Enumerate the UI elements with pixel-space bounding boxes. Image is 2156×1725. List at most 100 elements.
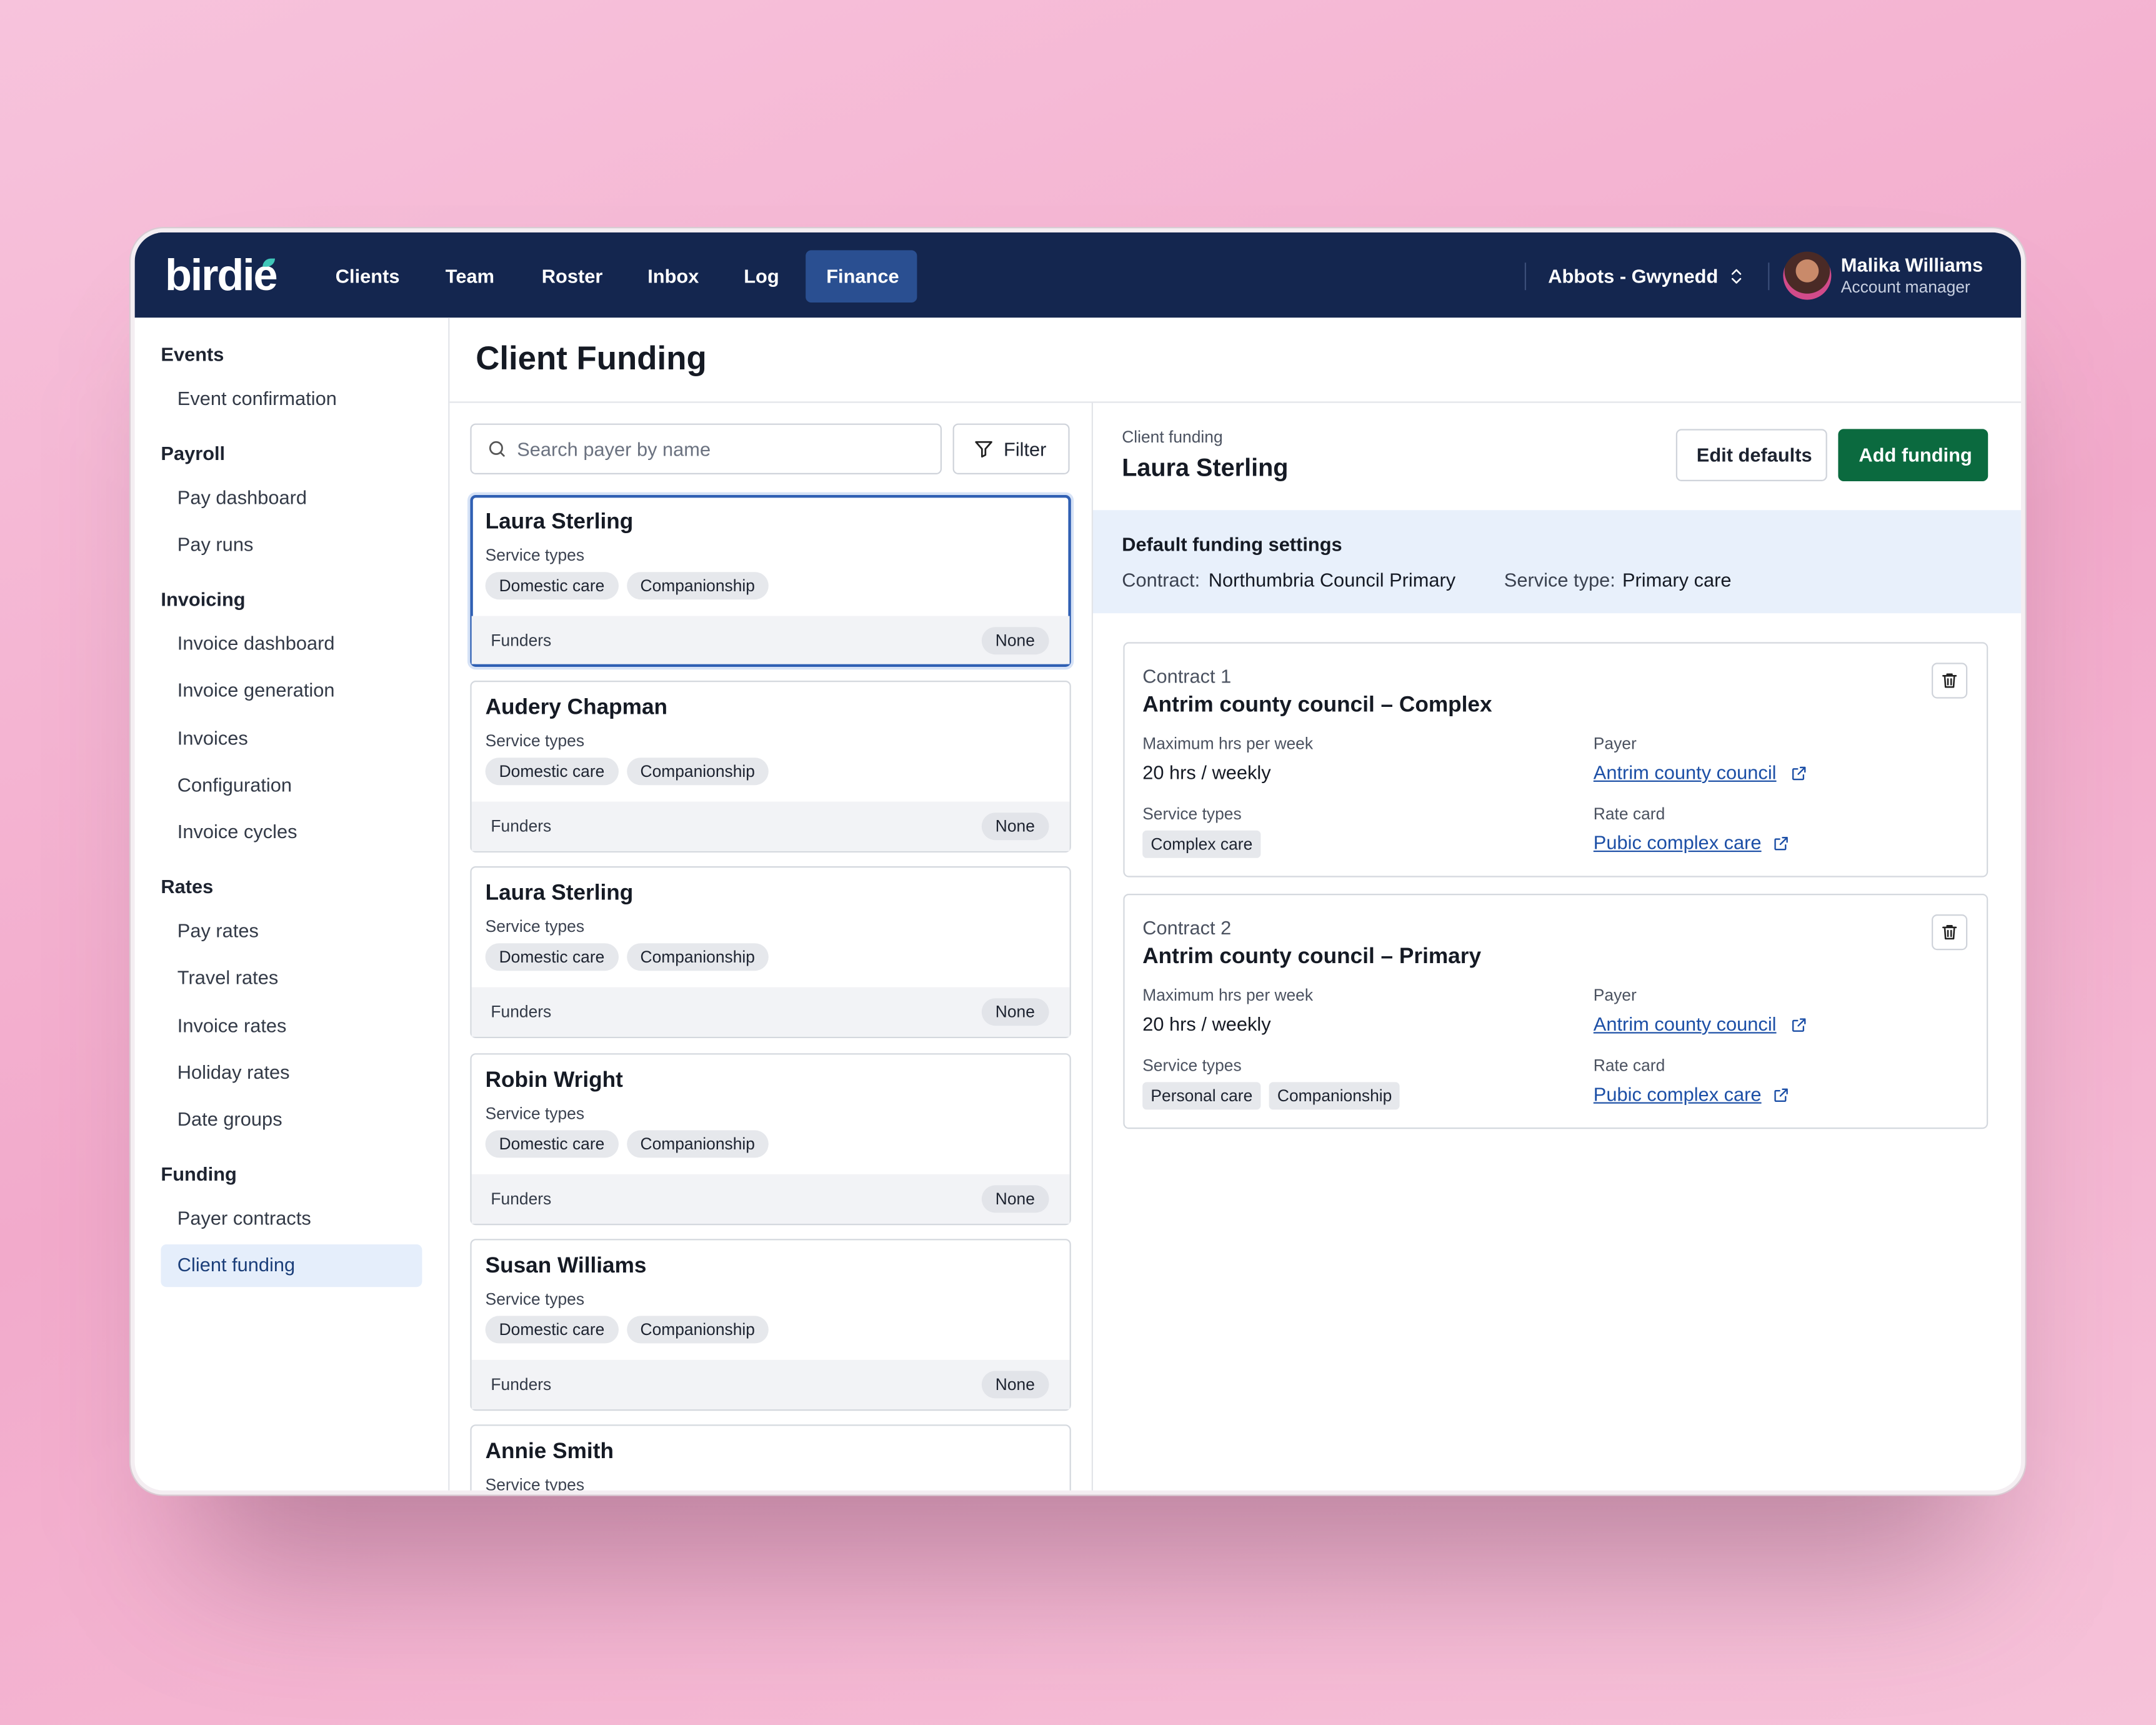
payer-link[interactable]: Antrim county council bbox=[1593, 1012, 1777, 1035]
external-link-icon bbox=[1790, 1016, 1808, 1034]
filter-label: Filter bbox=[1004, 438, 1047, 461]
nav-item[interactable]: Finance bbox=[826, 264, 899, 287]
tag-row: Domestic care Companionship bbox=[485, 758, 898, 786]
filter-icon bbox=[974, 439, 994, 459]
payer-card[interactable] bbox=[470, 1424, 1071, 1491]
card-label: Service types bbox=[485, 1289, 585, 1309]
sidebar-item[interactable]: Invoice generation bbox=[177, 679, 335, 701]
button-label: Add funding bbox=[1859, 443, 1972, 466]
defaults-band bbox=[1093, 510, 2022, 614]
tag: Companionship bbox=[626, 1315, 769, 1343]
rate-link[interactable]: Pubic complex care bbox=[1593, 1082, 1762, 1105]
sidebar-item[interactable]: Configuration bbox=[177, 773, 292, 796]
tag: Domestic care bbox=[485, 758, 619, 786]
location[interactable]: Abbots - Gwynedd bbox=[1548, 264, 1719, 287]
field-label: Maximum hrs per week bbox=[1142, 985, 1314, 1005]
tag-row: Complex care bbox=[1142, 830, 1555, 858]
tag: Companionship bbox=[626, 1129, 769, 1158]
card-name: Susan Williams bbox=[485, 1254, 647, 1278]
add-button[interactable] bbox=[1838, 429, 1989, 481]
funders-pill bbox=[981, 812, 1049, 841]
tag: Complex care bbox=[1142, 830, 1261, 858]
title-border bbox=[449, 401, 2022, 403]
page-title: Client Funding bbox=[476, 340, 707, 378]
sidebar-item[interactable]: Pay rates bbox=[177, 919, 259, 941]
sidebar-item[interactable]: Invoice rates bbox=[177, 1013, 287, 1036]
tag: Domestic care bbox=[485, 944, 619, 972]
card-name: Laura Sterling bbox=[485, 511, 634, 534]
search-icon bbox=[487, 439, 507, 459]
sidebar-item[interactable]: Date groups bbox=[177, 1108, 282, 1130]
logo[interactable]: birdie bbox=[165, 249, 278, 300]
tag-row: Domestic care Companionship bbox=[485, 944, 898, 972]
trash-icon bbox=[1940, 671, 1959, 691]
app-window: birdie Clients Team Roster Inbox Log Finance Ab… bbox=[131, 228, 2025, 1495]
card-name: Laura Sterling bbox=[485, 882, 634, 906]
payer-card[interactable] bbox=[470, 681, 1071, 853]
search[interactable] bbox=[470, 423, 942, 474]
payer-card[interactable] bbox=[470, 495, 1071, 667]
card-name: Robin Wright bbox=[485, 1068, 623, 1092]
sidebar-item[interactable]: Travel rates bbox=[177, 966, 279, 989]
sidebar-item[interactable]: Invoice dashboard bbox=[177, 631, 335, 654]
tag: Domestic care bbox=[485, 1315, 619, 1343]
nav-item[interactable]: Team bbox=[445, 264, 495, 287]
field-label: Payer bbox=[1593, 985, 1637, 1005]
sidebar-item[interactable]: Payer contracts bbox=[177, 1206, 311, 1229]
nav-item[interactable]: Log bbox=[744, 264, 779, 287]
card-footer bbox=[471, 802, 1070, 852]
defaults-service: Primary care bbox=[1622, 568, 1732, 591]
payer-card[interactable] bbox=[470, 866, 1071, 1039]
nav-item[interactable]: Roster bbox=[541, 264, 603, 287]
avatar bbox=[1783, 251, 1832, 300]
card-name: Annie Smith bbox=[485, 1440, 614, 1464]
payer-card[interactable] bbox=[470, 1052, 1071, 1225]
card-footer bbox=[471, 616, 1070, 664]
sidebar-item[interactable]: Pay runs bbox=[177, 532, 254, 556]
payer-card[interactable] bbox=[470, 1238, 1071, 1411]
field-label: Rate card bbox=[1593, 804, 1665, 824]
user-name: Malika Williams bbox=[1840, 254, 1984, 276]
card-footer bbox=[471, 1173, 1070, 1224]
edit-button[interactable] bbox=[1675, 429, 1827, 481]
rate-link[interactable]: Pubic complex care bbox=[1593, 831, 1762, 854]
delete-button[interactable] bbox=[1932, 914, 1968, 951]
funders-value: None bbox=[995, 1188, 1035, 1208]
payer-link[interactable]: Antrim county council bbox=[1593, 761, 1777, 784]
sidebar-item[interactable]: Holiday rates bbox=[177, 1061, 290, 1083]
tag: Domestic care bbox=[485, 572, 619, 600]
sidebar-item[interactable]: Event confirmation bbox=[177, 387, 337, 409]
hours: 20 hrs / weekly bbox=[1142, 761, 1271, 784]
field-label: Service types bbox=[1142, 804, 1242, 824]
contract-label: Contract 1 bbox=[1142, 664, 1232, 688]
defaults-service-label: Service type: bbox=[1504, 568, 1615, 591]
delete-button[interactable] bbox=[1932, 662, 1968, 699]
sidebar-item[interactable]: Invoices bbox=[177, 726, 248, 749]
sidebar-heading: Rates bbox=[161, 875, 214, 898]
contract-title: Antrim county council – Complex bbox=[1142, 693, 1492, 718]
sidebar-item[interactable]: Client funding bbox=[177, 1253, 296, 1276]
divider bbox=[1768, 262, 1770, 291]
external-link-icon bbox=[1772, 834, 1790, 852]
user-role: Account manager bbox=[1840, 277, 1970, 297]
card-name: Audery Chapman bbox=[485, 696, 668, 720]
sidebar-item[interactable]: Invoice cycles bbox=[177, 820, 297, 842]
chevrons bbox=[1727, 267, 1746, 286]
nav-active bbox=[806, 250, 917, 302]
nav-item[interactable]: Inbox bbox=[647, 264, 699, 287]
funders-value: None bbox=[995, 816, 1035, 836]
nav-item[interactable]: Clients bbox=[335, 264, 400, 287]
filter-button[interactable] bbox=[952, 423, 1070, 474]
sidebar-item[interactable]: Pay dashboard bbox=[177, 486, 307, 508]
search-placeholder: Search payer by name bbox=[517, 438, 711, 461]
funders-label: Funders bbox=[491, 1374, 552, 1394]
sidebar-border bbox=[448, 318, 450, 1491]
sidebar-heading: Invoicing bbox=[161, 588, 246, 610]
field-label: Maximum hrs per week bbox=[1142, 734, 1314, 754]
tag-row: Domestic care Companionship bbox=[485, 572, 898, 600]
tag: Companionship bbox=[626, 758, 769, 786]
funders-pill bbox=[981, 1370, 1049, 1398]
tag-row: Personal care Companionship bbox=[1142, 1082, 1555, 1110]
